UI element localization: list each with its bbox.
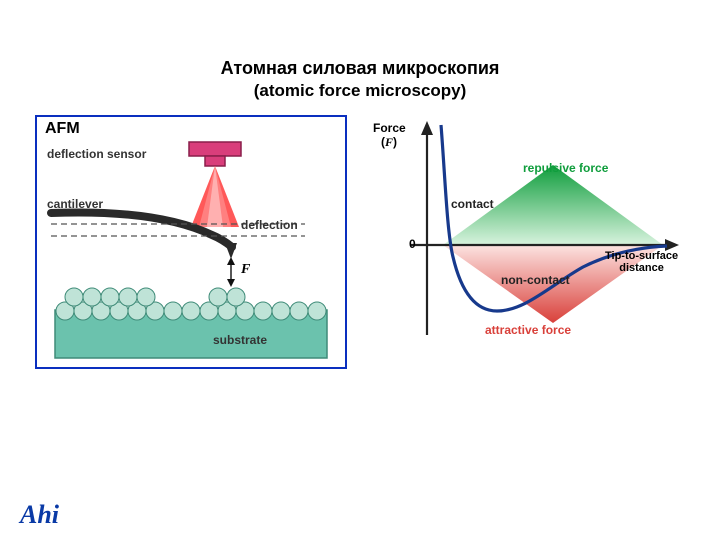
logo: Ahi (20, 500, 59, 530)
repulsive-label: repulsive force (523, 161, 608, 175)
force-curve-panel: Force (F) 0 contact repulsive force non-… (365, 115, 685, 375)
noncontact-label: non-contact (501, 273, 570, 287)
afm-box: AFM (35, 115, 347, 369)
afm-schematic-panel: AFM (35, 115, 347, 375)
y-axis-label-1: Force (373, 121, 406, 135)
x-axis-label: Tip-to-surfacedistance (605, 251, 678, 274)
force-arrow-down (227, 279, 235, 287)
label-deflection: deflection (241, 218, 298, 232)
cantilever-tip (225, 243, 237, 259)
zero-label: 0 (409, 237, 416, 251)
afm-box-label: AFM (45, 120, 80, 138)
label-cantilever: cantilever (47, 197, 103, 211)
contact-label: contact (451, 197, 494, 211)
label-deflection-sensor: deflection sensor (47, 147, 146, 161)
sensor-nozzle (205, 156, 225, 166)
title-line1: Атомная силовая микроскопия (0, 58, 720, 79)
force-arrow-up (227, 257, 235, 265)
y-axis-label-2: F (385, 135, 393, 149)
title-line2: (atomic force microscopy) (0, 81, 720, 101)
y-axis-arrow (421, 121, 433, 135)
sensor-body (189, 142, 241, 156)
label-force-f: F (241, 262, 250, 278)
attractive-label: attractive force (485, 323, 571, 337)
label-substrate: substrate (213, 333, 267, 347)
